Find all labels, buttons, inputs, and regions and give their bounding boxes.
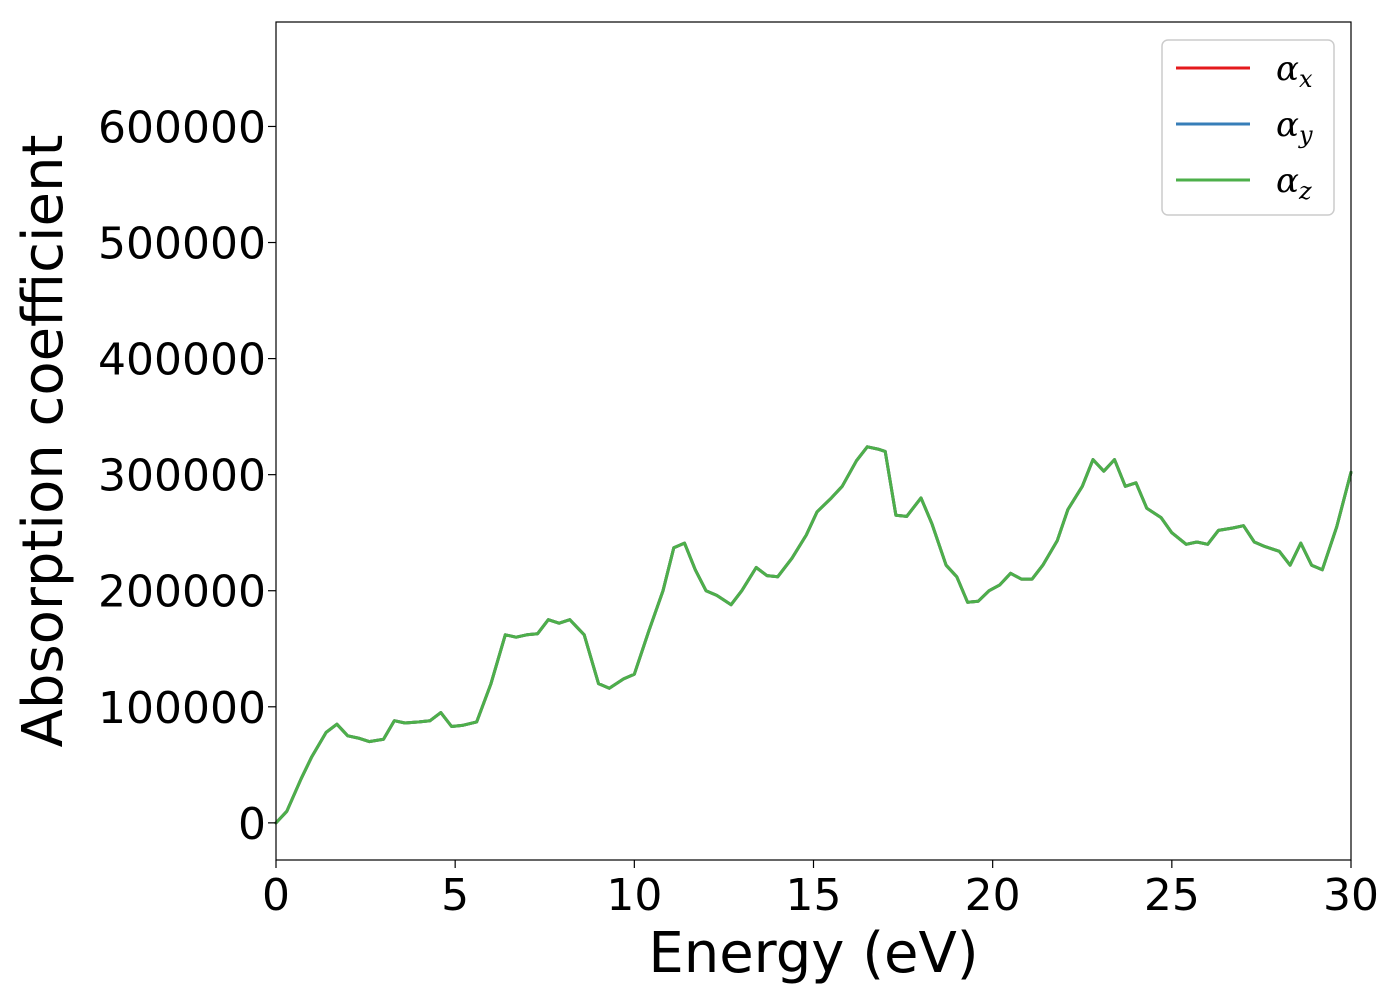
x-tick-label: 15: [786, 870, 842, 921]
y-tick-label: 600000: [98, 102, 266, 153]
x-tick-label: 10: [606, 870, 662, 921]
x-tick-label: 20: [965, 870, 1021, 921]
y-axis-label: Absorption coefficient: [11, 135, 76, 748]
x-axis-label: Energy (eV): [648, 921, 978, 986]
y-tick-label: 0: [238, 799, 266, 850]
x-tick-label: 0: [262, 870, 290, 921]
series-line-3: [274, 445, 1353, 825]
series-line-1: [274, 445, 1353, 825]
y-tick-label: 500000: [98, 219, 266, 270]
y-axis-ticks: 0 100000 200000 300000 400000 500000 600000: [98, 102, 276, 850]
series-layer: [274, 445, 1353, 825]
y-tick-label: 300000: [98, 451, 266, 502]
y-tick-label: 200000: [98, 567, 266, 618]
series-line-2: [274, 445, 1353, 825]
y-tick-label: 100000: [98, 683, 266, 734]
x-tick-label: 5: [441, 870, 469, 921]
x-tick-label: 30: [1323, 870, 1379, 921]
legend-box: [1161, 39, 1335, 216]
x-tick-label: 25: [1144, 870, 1200, 921]
x-axis-ticks: 0 5 10 15 20 25 30: [262, 860, 1379, 921]
y-tick-label: 400000: [98, 335, 266, 386]
